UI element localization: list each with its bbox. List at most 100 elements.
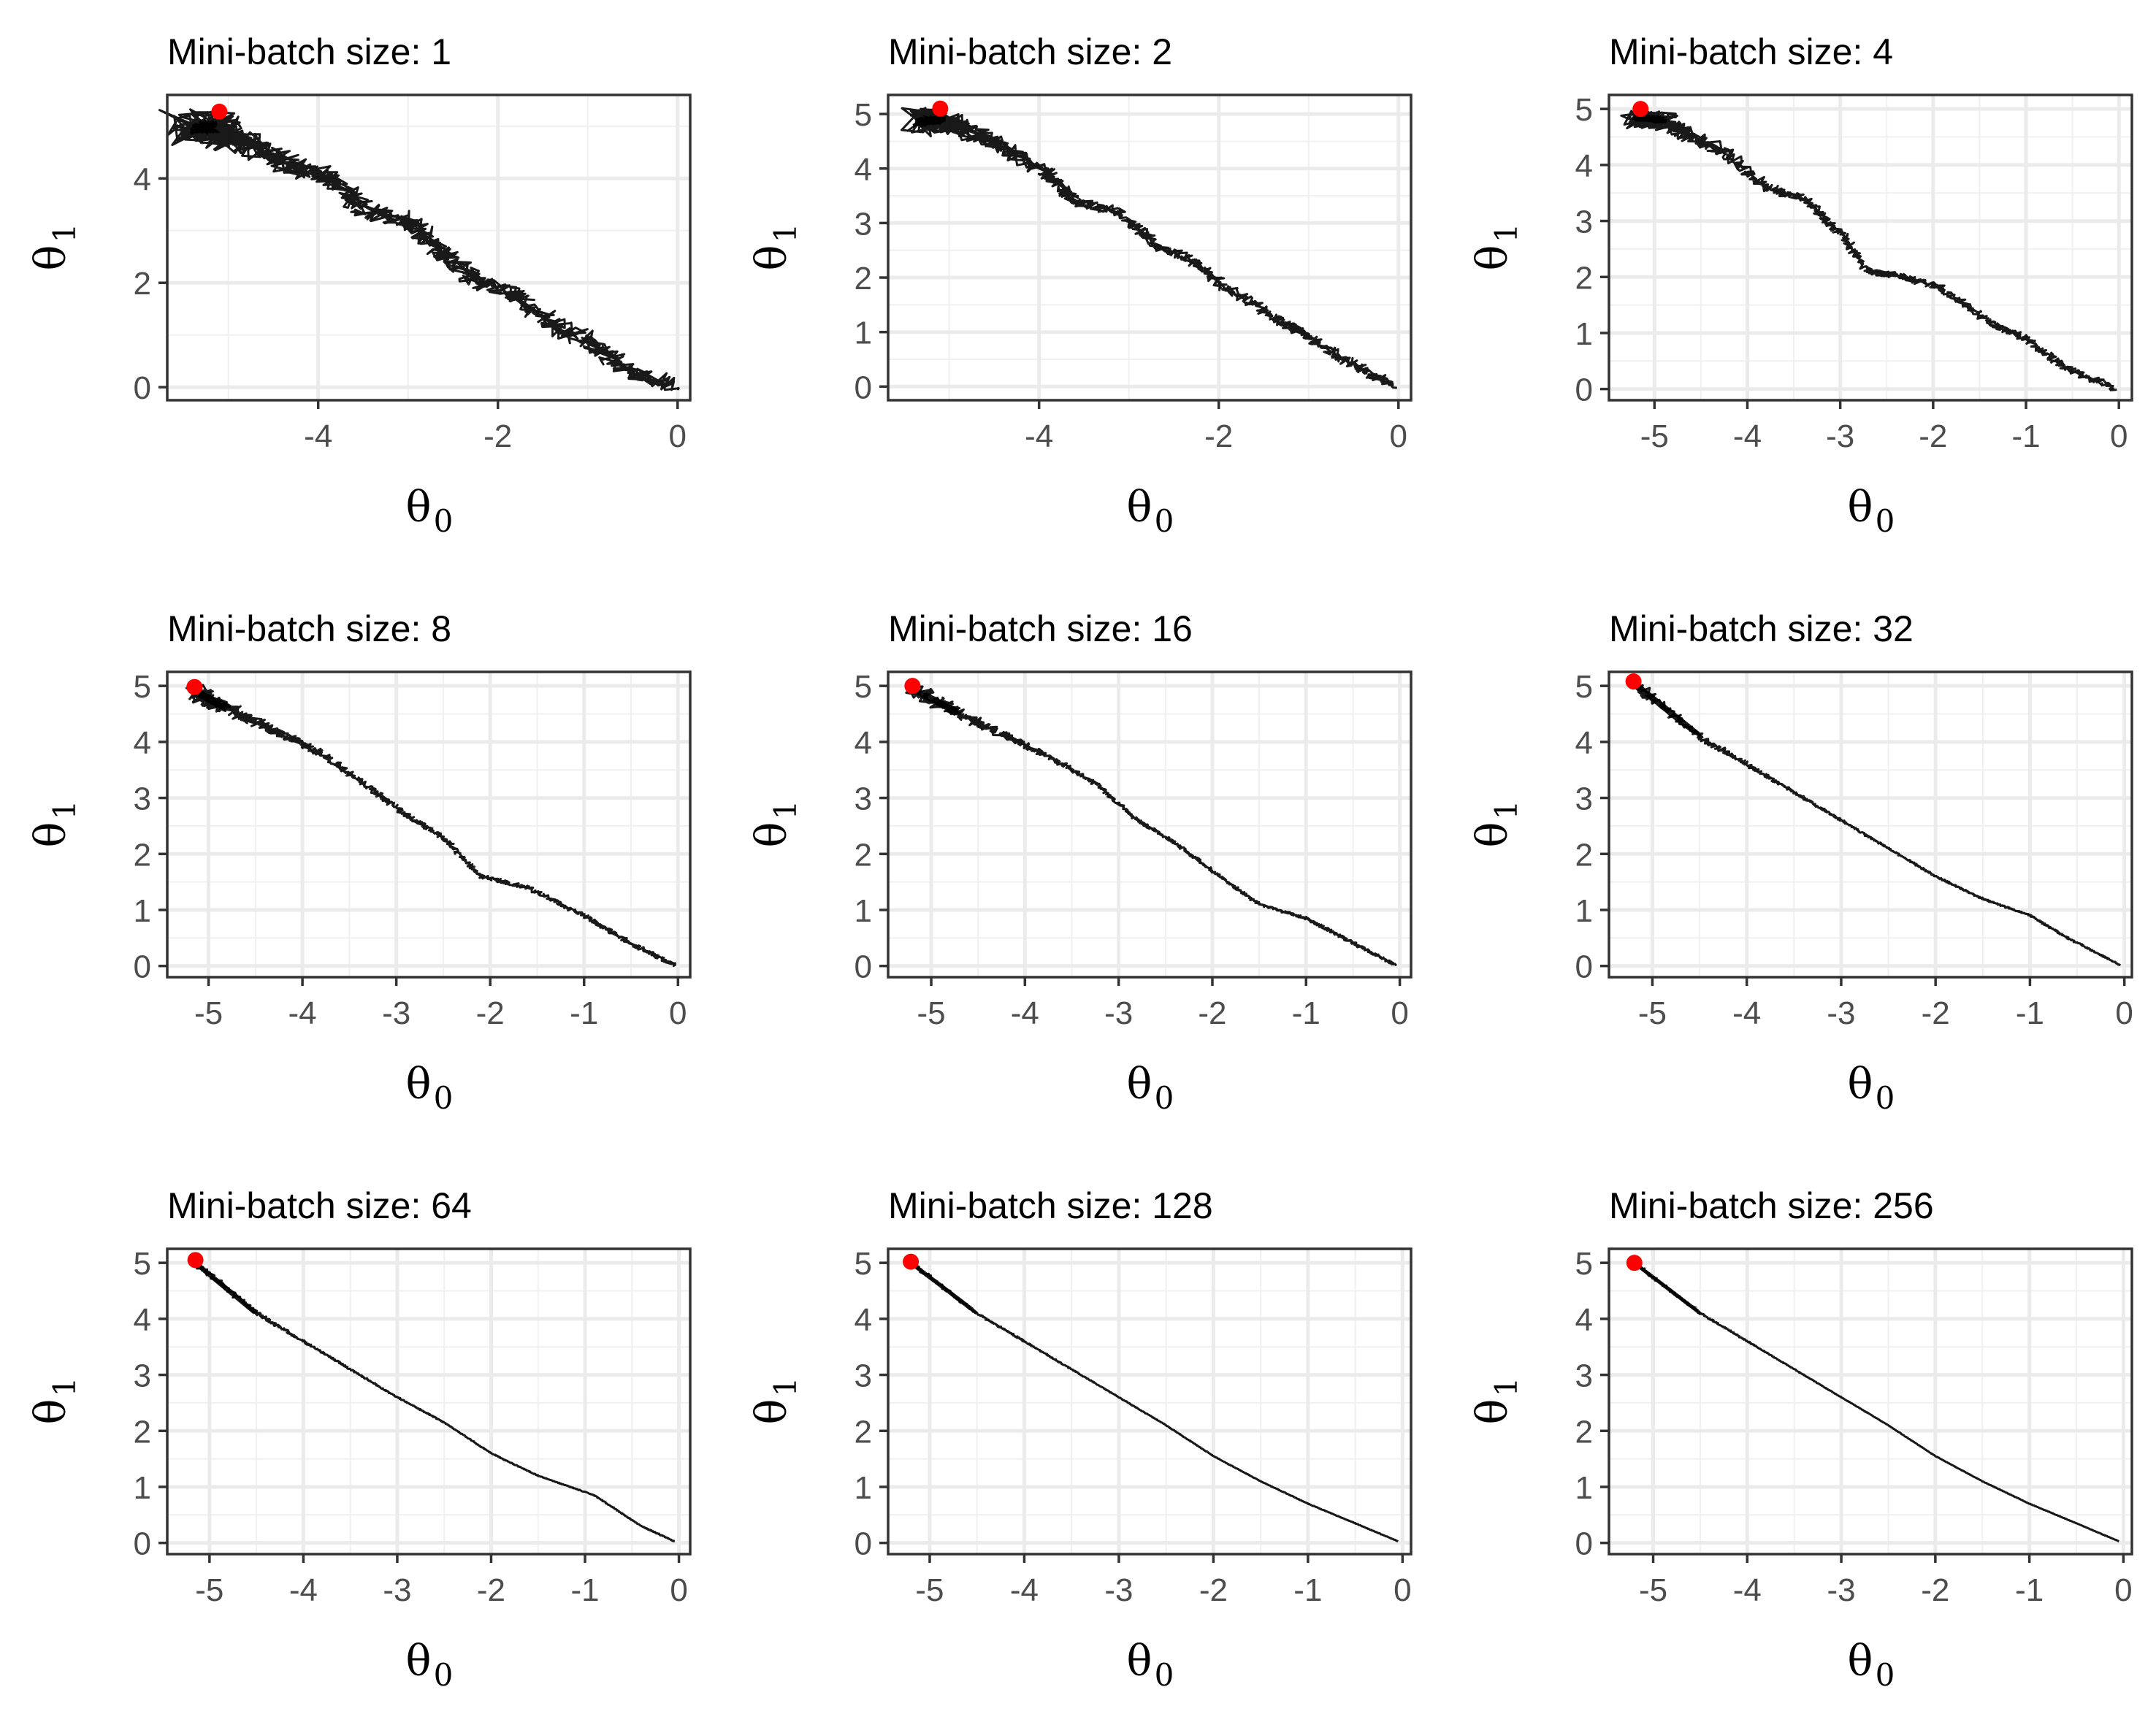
y-tick-label: 0 bbox=[1575, 1526, 1593, 1562]
y-axis-label-group: θ1 bbox=[26, 800, 83, 848]
trajectory-line bbox=[185, 684, 676, 968]
y-tick-label: 3 bbox=[1575, 204, 1593, 240]
x-tick-label: 0 bbox=[1394, 1572, 1411, 1608]
y-tick-label: 0 bbox=[855, 949, 872, 985]
end-point-marker bbox=[932, 100, 949, 117]
y-tick-label: 4 bbox=[855, 1302, 872, 1338]
x-tick-label: -4 bbox=[288, 995, 317, 1031]
y-tick-label: 2 bbox=[1575, 837, 1593, 873]
x-tick-label: -2 bbox=[1922, 995, 1950, 1031]
y-tick-label: 4 bbox=[855, 725, 872, 761]
x-tick-label: -4 bbox=[289, 1572, 318, 1608]
x-axis-label-subscript: 0 bbox=[1876, 503, 1895, 539]
x-tick-label: -3 bbox=[1826, 418, 1854, 454]
plot-area bbox=[888, 95, 1411, 400]
x-axis-label-subscript: 0 bbox=[1876, 1657, 1895, 1693]
x-tick-label: -5 bbox=[195, 1572, 223, 1608]
x-axis-label: θ bbox=[1127, 1636, 1152, 1686]
x-axis-label-subscript: 0 bbox=[434, 1080, 454, 1116]
y-tick-label: 3 bbox=[134, 781, 151, 817]
y-tick-label: 2 bbox=[134, 1414, 151, 1450]
x-tick-label: -3 bbox=[1827, 1572, 1856, 1608]
x-axis-label: θ bbox=[406, 1059, 432, 1109]
x-tick-label: -5 bbox=[1638, 995, 1667, 1031]
x-tick-label: -2 bbox=[476, 995, 505, 1031]
y-tick-label: 2 bbox=[1575, 260, 1593, 296]
panel-border bbox=[1608, 670, 2133, 979]
y-tick-label: 5 bbox=[134, 669, 151, 705]
y-tick-label: 4 bbox=[134, 725, 151, 761]
x-tick-label: 0 bbox=[2115, 995, 2133, 1031]
x-tick-label: -1 bbox=[2015, 1572, 2044, 1608]
x-tick-label: -3 bbox=[1104, 1572, 1133, 1608]
x-tick-label: -4 bbox=[1733, 418, 1762, 454]
x-tick-label: 0 bbox=[670, 1572, 687, 1608]
y-tick-label: 5 bbox=[1575, 1246, 1593, 1282]
y-tick-label: 0 bbox=[134, 1526, 151, 1562]
x-axis-label: θ bbox=[1127, 1059, 1152, 1109]
x-tick-label: -5 bbox=[1640, 418, 1669, 454]
x-tick-label: -3 bbox=[1827, 995, 1855, 1031]
x-tick-label: -4 bbox=[1010, 1572, 1039, 1608]
y-tick-label: 4 bbox=[1575, 148, 1593, 184]
panel-title: Mini-batch size: 1 bbox=[167, 31, 451, 72]
y-tick-label: 5 bbox=[134, 1246, 151, 1282]
y-axis-label-group: θ1 bbox=[1467, 1377, 1524, 1425]
end-point-marker bbox=[186, 678, 203, 695]
y-tick-label: 2 bbox=[134, 837, 151, 873]
y-tick-label: 5 bbox=[855, 97, 872, 133]
y-axis-label: θ bbox=[26, 245, 75, 271]
x-tick-label: 0 bbox=[669, 418, 687, 454]
x-tick-label: -1 bbox=[1293, 1572, 1322, 1608]
x-axis-label-subscript: 0 bbox=[1155, 1657, 1174, 1693]
x-tick-label: -1 bbox=[2016, 995, 2044, 1031]
y-axis-label-group: θ1 bbox=[746, 223, 803, 271]
y-tick-label: 1 bbox=[855, 315, 872, 351]
y-tick-label: 0 bbox=[1575, 949, 1593, 985]
x-axis-label-subscript: 0 bbox=[434, 503, 454, 539]
trajectory-line bbox=[1632, 1261, 2119, 1542]
trajectory-end-cluster bbox=[1632, 682, 1702, 738]
panel-border bbox=[1608, 1247, 2133, 1556]
y-tick-label: 4 bbox=[134, 1302, 151, 1338]
x-tick-label: -3 bbox=[1104, 995, 1133, 1031]
panel-border bbox=[166, 1247, 692, 1556]
trajectory-line bbox=[905, 682, 1398, 967]
trajectory-end-cluster bbox=[912, 115, 947, 129]
x-tick-label: -1 bbox=[1292, 995, 1320, 1031]
y-tick-label: 0 bbox=[855, 370, 872, 405]
y-tick-label: 3 bbox=[1575, 781, 1593, 817]
panel-title: Mini-batch size: 16 bbox=[888, 608, 1193, 649]
x-tick-label: -1 bbox=[570, 1572, 599, 1608]
x-tick-label: -2 bbox=[1198, 995, 1226, 1031]
y-tick-label: 1 bbox=[1575, 1470, 1593, 1506]
x-tick-label: 0 bbox=[2110, 418, 2128, 454]
y-tick-label: 0 bbox=[1575, 372, 1593, 408]
y-axis-label: θ bbox=[1467, 245, 1517, 271]
x-axis-label: θ bbox=[406, 1636, 432, 1686]
y-axis-label-subscript: 1 bbox=[47, 1377, 83, 1397]
panel-title: Mini-batch size: 32 bbox=[1609, 608, 1914, 649]
x-tick-label: 0 bbox=[1390, 418, 1407, 454]
y-tick-label: 2 bbox=[1575, 1414, 1593, 1450]
x-tick-label: -4 bbox=[1025, 418, 1053, 454]
x-tick-label: -3 bbox=[382, 995, 410, 1031]
y-tick-label: 5 bbox=[1575, 669, 1593, 705]
x-tick-label: -2 bbox=[1919, 418, 1947, 454]
x-tick-label: -5 bbox=[917, 995, 945, 1031]
x-axis-label: θ bbox=[406, 482, 432, 532]
x-axis-label-subscript: 0 bbox=[1155, 1080, 1174, 1116]
y-axis-label-subscript: 1 bbox=[1488, 223, 1524, 243]
y-tick-label: 4 bbox=[1575, 1302, 1593, 1338]
trajectory-end-cluster bbox=[1632, 112, 1668, 124]
x-tick-label: -4 bbox=[1732, 995, 1761, 1031]
y-tick-label: 4 bbox=[134, 161, 151, 197]
y-axis-label: θ bbox=[746, 245, 796, 271]
